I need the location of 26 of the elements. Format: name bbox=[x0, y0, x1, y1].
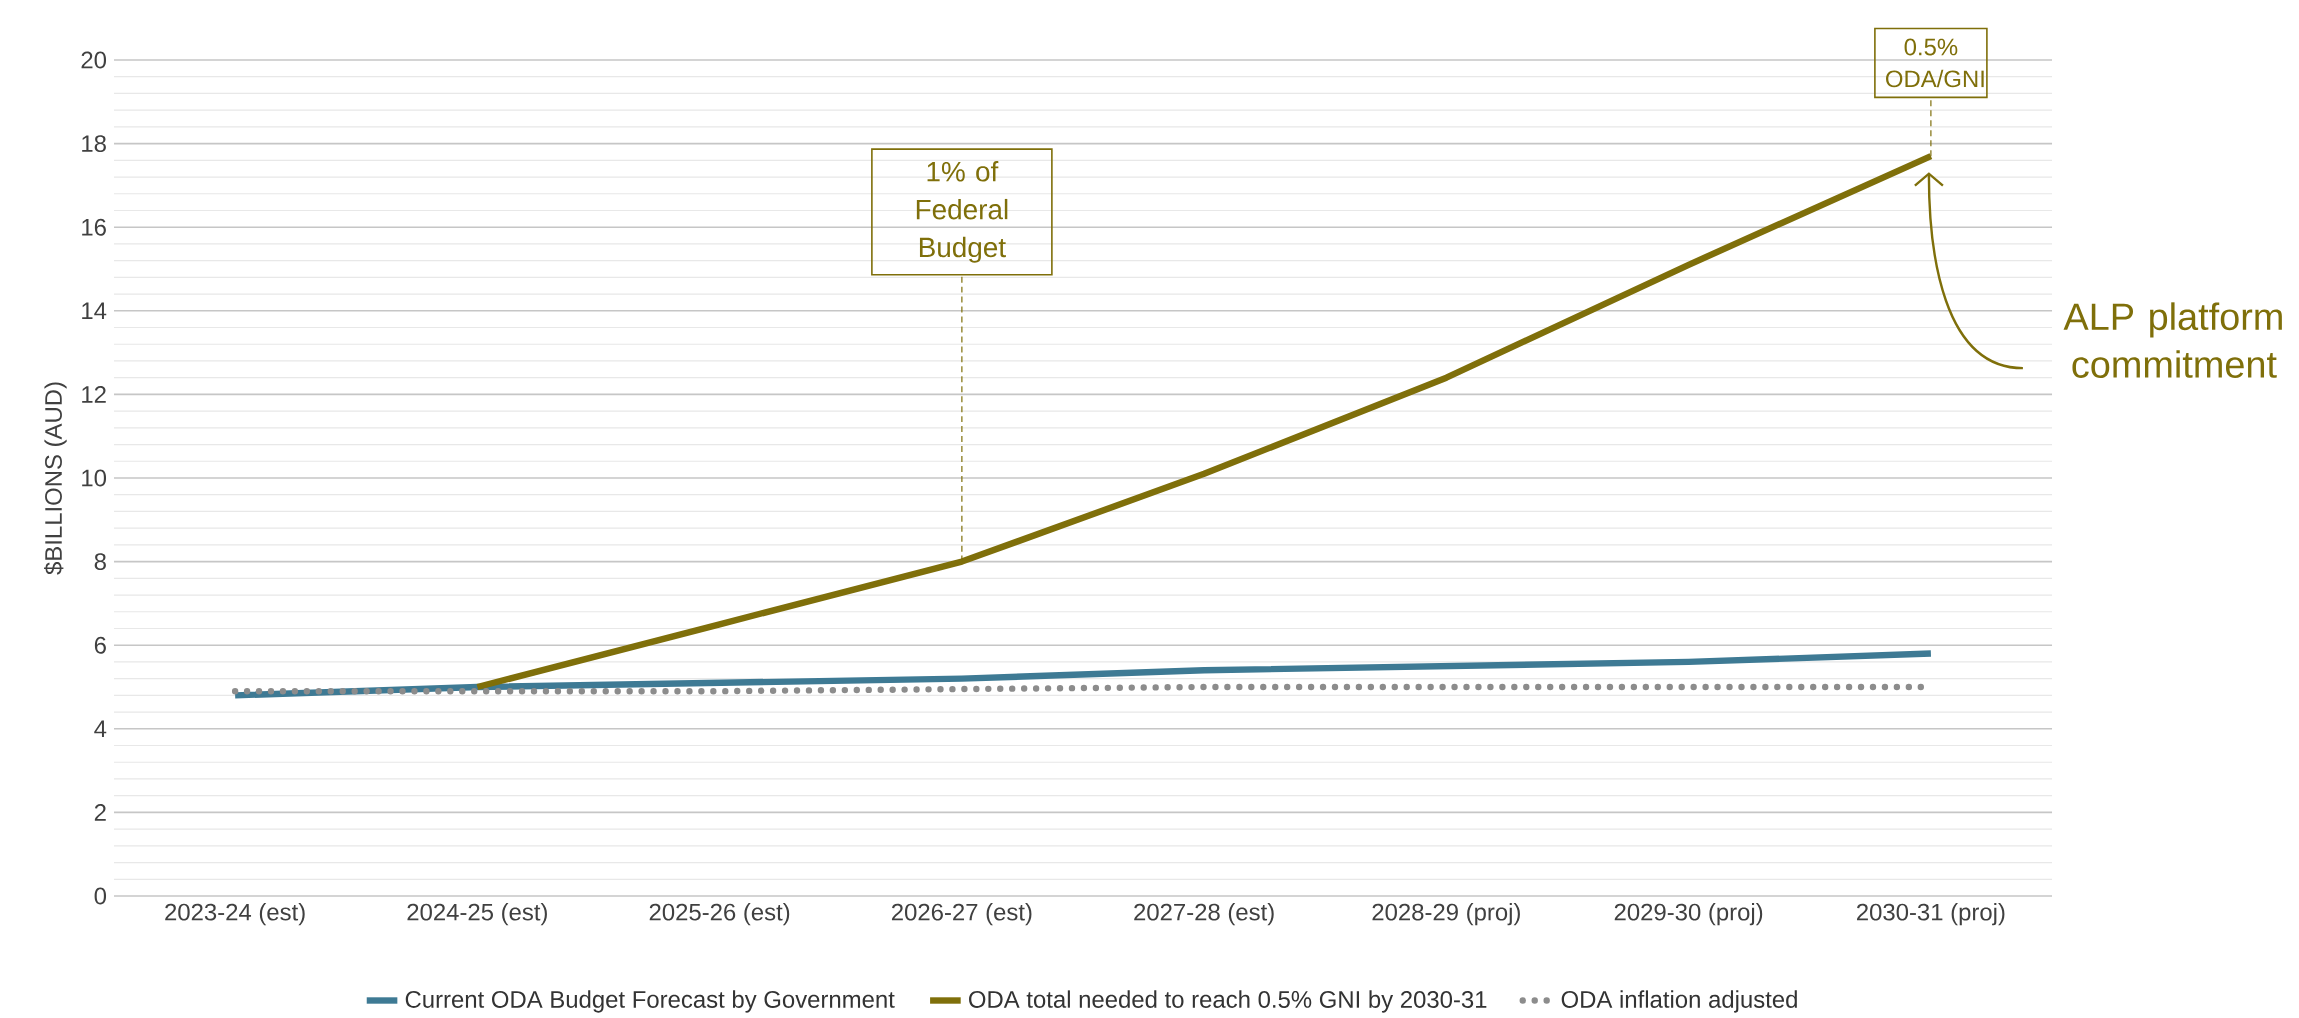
text: ALP platform commitment bbox=[2063, 302, 2282, 378]
x-tick-label: 2023-24 (est) bbox=[165, 903, 305, 926]
x-tick-label: 2027-28 (est) bbox=[1134, 903, 1274, 926]
y-tick-label: 6 bbox=[94, 636, 106, 654]
x-tick-label: 2024-25 (est) bbox=[407, 903, 547, 926]
y-tick-label: 2 bbox=[94, 804, 106, 821]
y-tick-label: 4 bbox=[94, 720, 107, 738]
legend-label: Current ODA Budget Forecast by Government bbox=[405, 990, 895, 1013]
y-tick-label: 10 bbox=[82, 469, 107, 487]
legend-label: ODA inflation adjusted bbox=[1561, 990, 1797, 1013]
annotation: 0.5% ODA/GNI bbox=[1886, 38, 1984, 88]
legend-label: ODA total needed to reach 0.5% GNI by 2030-31 bbox=[969, 990, 1487, 1013]
x-tick-label: 2026-27 (est) bbox=[891, 903, 1032, 926]
y-tick-label: 20 bbox=[81, 51, 107, 69]
y-tick-label: 16 bbox=[82, 218, 106, 236]
y-tick-label: 14 bbox=[82, 302, 107, 320]
x-tick-label: 2028-29 (proj) bbox=[1372, 903, 1520, 926]
y-tick-label: 18 bbox=[82, 135, 106, 153]
annotation: 1% of Federal Budget bbox=[916, 161, 1008, 263]
y-tick-label: 8 bbox=[94, 553, 106, 571]
x-tick-label: 2029-30 (proj) bbox=[1614, 903, 1763, 926]
y-tick-label: 0 bbox=[94, 887, 107, 905]
x-tick-label: 2025-26 (est) bbox=[649, 903, 790, 926]
y-tick-label: 12 bbox=[82, 386, 106, 403]
y-axis-title: $BILLIONS (AUD) bbox=[44, 382, 67, 575]
x-tick-label: 2030-31 (proj) bbox=[1856, 903, 2005, 926]
